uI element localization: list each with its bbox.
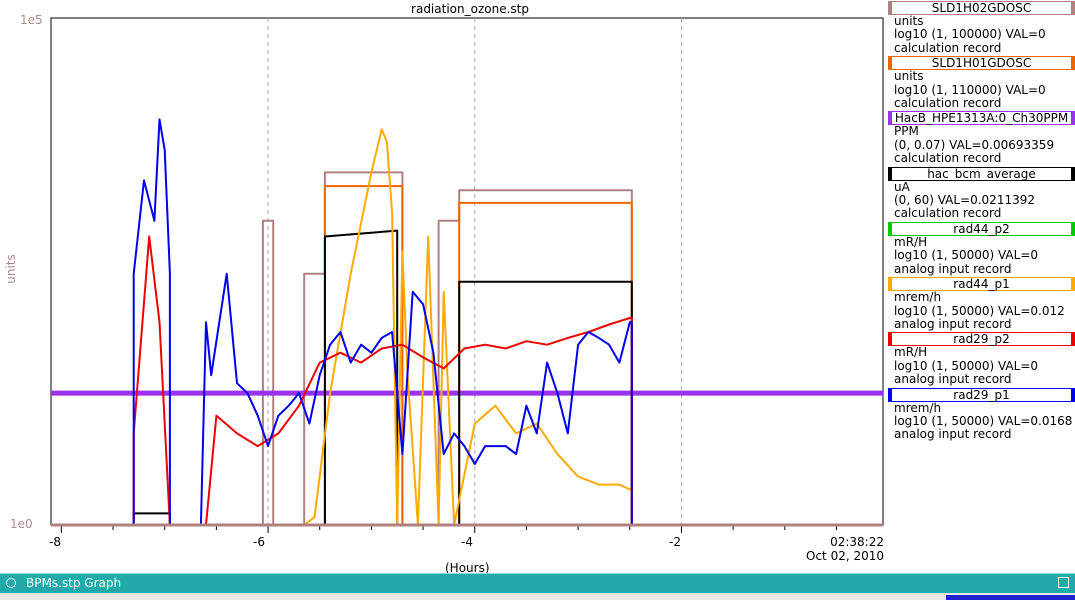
legend: SLD1H02GDOSC units log10 (1, 100000) VAL=0… — [888, 0, 1075, 442]
time-readout: 02:38:22 Oct 02, 2010 — [806, 535, 884, 563]
legend-series-name[interactable]: rad44_p2 — [888, 221, 1075, 236]
legend-detail-line: mrem/h — [894, 400, 942, 415]
legend-series-name[interactable]: SLD1H01GDOSC — [888, 56, 1075, 71]
legend-entry[interactable]: SLD1H01GDOSC units log10 (1, 110000) VAL=0… — [888, 56, 1075, 110]
plot-area — [50, 17, 884, 526]
legend-detail-line: log10 (1, 50000) VAL=0.0168 — [894, 413, 1073, 428]
legend-entry[interactable]: SLD1H02GDOSC units log10 (1, 100000) VAL=0… — [888, 1, 1075, 55]
series-line — [51, 229, 883, 526]
x-axis-title: (Hours) — [445, 561, 490, 575]
legend-detail-line: units — [894, 14, 924, 28]
background-window-peek — [946, 595, 1075, 600]
legend-detail-line: calculation record — [894, 206, 1002, 221]
legend-detail-line: calculation record — [894, 40, 1002, 55]
legend-detail-line: units — [894, 69, 924, 84]
taskbar-window[interactable]: BPMs.stp Graph — [0, 573, 1075, 593]
legend-detail-line: log10 (1, 50000) VAL=0 — [894, 358, 1039, 373]
legend-detail-line: calculation record — [894, 96, 1002, 111]
desktop-strip — [0, 593, 1075, 600]
legend-series-name[interactable]: rad29_p1 — [888, 387, 1075, 402]
x-tick-label: -6 — [253, 535, 265, 549]
legend-detail-line: analog input record — [894, 316, 1012, 331]
legend-detail-line: calculation record — [894, 151, 1002, 166]
x-tick-label: -4 — [461, 535, 473, 549]
legend-series-name[interactable]: SLD1H02GDOSC — [888, 1, 1075, 15]
y-axis-top-label: 1e5 — [20, 13, 43, 27]
legend-detail-line: analog input record — [894, 372, 1012, 387]
x-tick-label: -8 — [49, 535, 61, 549]
legend-entry[interactable]: HacB_HPE1313A:0_Ch30PPM PPM (0, 0.07) VAL=… — [888, 111, 1075, 165]
legend-detail-line: log10 (1, 100000) VAL=0 — [894, 27, 1046, 42]
legend-entry[interactable]: rad44_p2 mR/H log10 (1, 50000) VAL=0 analog… — [888, 221, 1075, 276]
legend-detail-line: analog input record — [894, 427, 1012, 442]
legend-detail-line: mR/H — [894, 234, 928, 249]
chart-title: radiation_ozone.stp — [411, 2, 529, 16]
legend-series-name[interactable]: rad29_p2 — [888, 332, 1075, 347]
date-label: Oct 02, 2010 — [806, 549, 884, 563]
legend-detail-line: mrem/h — [894, 290, 942, 305]
legend-series-name[interactable]: HacB_HPE1313A:0_Ch30PPM — [888, 111, 1075, 126]
legend-detail-line: mR/H — [894, 345, 928, 360]
legend-detail-line: PPM — [894, 124, 919, 139]
legend-entry[interactable]: rad29_p2 mR/H log10 (1, 50000) VAL=0 analog… — [888, 332, 1075, 386]
y-axis-title: units — [3, 254, 18, 284]
legend-detail-line: log10 (1, 110000) VAL=0 — [894, 82, 1046, 97]
legend-entry[interactable]: rad44_p1 mrem/h log10 (1, 50000) VAL=0.012… — [888, 277, 1075, 331]
x-tick-label: -2 — [669, 535, 681, 549]
maximize-icon[interactable] — [1058, 577, 1069, 588]
y-axis-bottom-label: 1e0 — [10, 517, 33, 531]
legend-series-name[interactable]: rad44_p1 — [888, 277, 1075, 292]
taskbar-window-title[interactable]: BPMs.stp Graph — [26, 576, 122, 590]
legend-detail-line: (0, 60) VAL=0.0211392 — [894, 193, 1035, 208]
legend-detail-line: analog input record — [894, 261, 1012, 276]
legend-entry[interactable]: rad29_p1 mrem/h log10 (1, 50000) VAL=0.016… — [888, 387, 1075, 442]
time-label: 02:38:22 — [830, 535, 884, 549]
legend-series-name[interactable]: hac_bcm_average — [888, 166, 1075, 181]
legend-detail-line: (0, 0.07) VAL=0.00693359 — [894, 137, 1055, 152]
legend-entry[interactable]: hac_bcm_average uA (0, 60) VAL=0.0211392 ca… — [888, 166, 1075, 221]
window-menu-icon[interactable] — [6, 578, 16, 588]
legend-detail-line: log10 (1, 50000) VAL=0.012 — [894, 303, 1065, 318]
legend-detail-line: uA — [894, 179, 910, 194]
series-line — [51, 128, 883, 526]
legend-detail-line: log10 (1, 50000) VAL=0 — [894, 248, 1039, 263]
